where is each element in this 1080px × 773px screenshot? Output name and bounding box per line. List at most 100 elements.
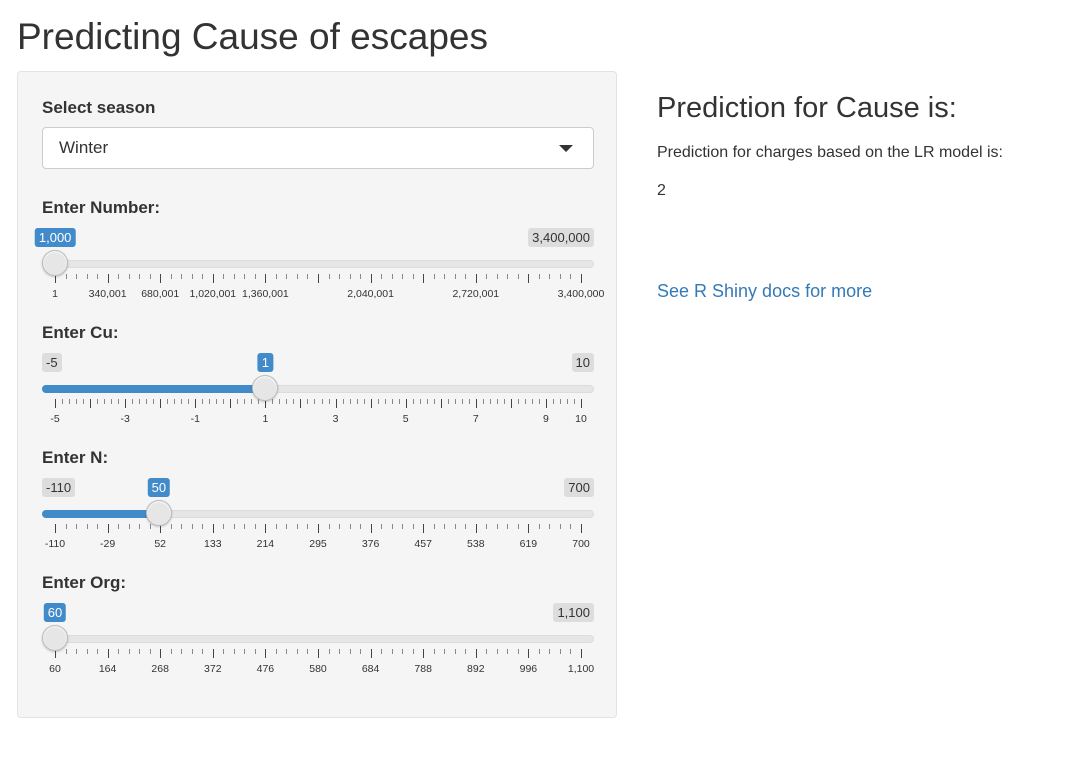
number-minor-tick [118,274,120,279]
number-minor-tick [538,274,540,279]
number-tick [107,274,109,283]
number-minor-tick [570,274,572,279]
number-tick-label: 1,360,001 [242,288,289,300]
cu-label: Enter Cu: [42,323,119,342]
number-minor-tick [465,274,467,279]
cu-minor-tick [118,399,120,404]
cu-tick-label: 1 [262,413,269,425]
n-minor-tick [328,524,330,529]
org-max-label: 1,100 [553,603,594,622]
cu-handle[interactable] [252,375,279,401]
org-handle[interactable] [42,625,68,651]
org-slider[interactable]: 1,100 60 164 268 372 476 580 684 788 892 996 1,100 6… [42,577,594,675]
n-tick-label: -110 [44,538,66,550]
cu-minor-tick [97,399,99,404]
org-minor-tick [128,649,130,654]
cu-slider[interactable]: -5 10 -5 -3 -1 1 3 5 7 9 10 1 [42,327,594,425]
cu-tick [230,399,232,408]
org-tick [265,649,267,658]
cu-minor-tick [356,399,358,404]
cu-value-label: 1 [257,353,274,372]
n-value-label: 50 [147,478,171,497]
org-tick-label: 164 [98,663,117,675]
cu-minor-tick [251,399,253,404]
number-tick [475,274,477,283]
cu-tick-label: -1 [190,413,200,425]
number-minor-tick [286,274,288,279]
number-minor-tick [233,274,235,279]
n-slider[interactable]: -110 700 -110 -29 52 133 214 295 376 457 538 619 700… [42,452,594,550]
n-minor-tick [433,524,435,529]
cu-minor-tick [573,399,575,404]
number-minor-tick [76,274,78,279]
org-tick [55,649,56,658]
org-minor-tick [465,649,467,654]
org-minor-tick [360,649,362,654]
number-minor-tick [391,274,393,279]
cu-tick [581,399,582,408]
number-slider[interactable]: 3,400,000 1 340,001 680,001 1,020,001 1,360,0… [34,202,604,300]
number-minor-tick [65,274,67,279]
org-minor-tick [286,649,288,654]
n-tick [55,524,56,533]
cu-tick [370,399,372,408]
org-minor-tick [328,649,330,654]
cu-minor-tick [566,399,568,404]
cu-tick [55,399,56,408]
org-tick [528,649,530,658]
cu-minor-tick [496,399,498,404]
n-minor-tick [360,524,362,529]
cu-fill [42,385,266,393]
shiny-docs-link[interactable]: See R Shiny docs for more [657,281,873,301]
number-tick [265,274,267,283]
cu-minor-tick [419,399,421,404]
n-minor-tick [170,524,172,529]
number-tick-label: 1 [52,288,58,300]
n-minor-tick [517,524,519,529]
cu-tick [265,399,267,408]
org-minor-tick [65,649,67,654]
n-tick [528,524,530,533]
n-minor-tick [191,524,193,529]
number-tick-label: 2,040,001 [347,288,394,300]
org-minor-tick [391,649,393,654]
prediction-heading: Prediction for Cause is: [657,92,957,124]
number-handle[interactable] [42,250,69,276]
number-tick-label: 1,020,001 [189,288,237,300]
n-minor-tick [233,524,235,529]
n-minor-tick [97,524,99,529]
cu-minor-tick [132,399,134,404]
n-tick-label: 619 [519,538,538,550]
org-minor-tick [223,649,225,654]
org-tick [475,649,477,658]
org-label: Enter Org: [42,573,127,592]
cu-tick-label: -5 [50,413,60,425]
cu-tick [510,399,512,408]
n-tick [160,524,162,533]
cu-minor-tick [363,399,365,404]
cu-minor-tick [384,399,386,404]
n-tick [318,524,319,533]
cu-minor-tick [391,399,393,404]
org-tick-label: 892 [467,663,485,675]
season-label: Select season [42,98,156,117]
n-minor-tick [391,524,393,529]
cu-tick-label: 7 [472,413,479,425]
n-tick [212,524,214,533]
org-minor-tick [549,649,551,654]
n-label: Enter N: [42,448,109,467]
org-track[interactable] [42,635,594,643]
n-minor-tick [223,524,225,529]
number-track[interactable] [42,260,594,268]
n-minor-tick [275,524,277,529]
org-tick [370,649,372,658]
number-minor-tick [307,274,309,279]
number-minor-tick [349,274,351,279]
cu-minor-tick [167,399,169,404]
season-select[interactable]: Winter [42,127,594,169]
org-minor-tick [191,649,193,654]
n-handle[interactable] [145,500,172,526]
number-minor-tick [328,274,330,279]
number-max-label: 3,400,000 [528,228,594,247]
org-minor-tick [254,649,256,654]
